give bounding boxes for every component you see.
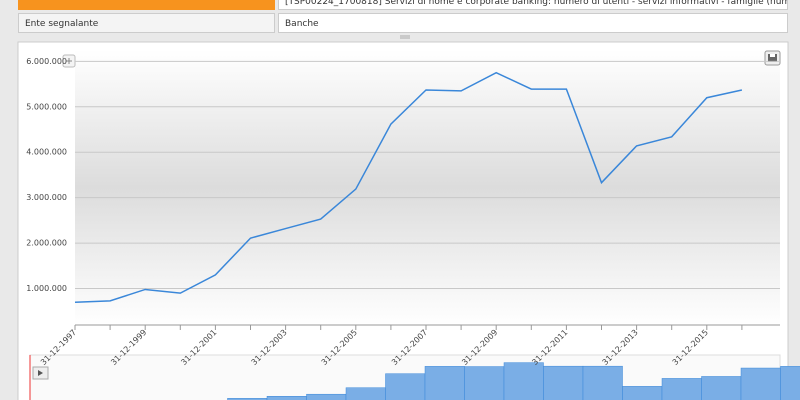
y-tick-label: 2.000.000 <box>26 239 67 248</box>
navigator-bar <box>503 362 544 400</box>
indicator-label <box>18 0 275 10</box>
navigator-bar <box>543 365 584 400</box>
navigator-bar <box>227 398 268 400</box>
navigator-bar <box>464 366 505 400</box>
navigator-bar <box>622 386 663 400</box>
resize-handle[interactable] <box>400 35 410 39</box>
save-button[interactable] <box>764 50 781 66</box>
y-tick-label: 3.000.000 <box>26 193 67 202</box>
navigator-bar <box>661 378 702 400</box>
play-button[interactable] <box>32 366 49 380</box>
navigator-bar <box>345 387 386 400</box>
reporter-label: Ente segnalante <box>18 13 275 33</box>
y-tick-label: 6.000.000 <box>26 57 67 66</box>
navigator-bar <box>780 366 800 400</box>
navigator-bar <box>266 396 307 400</box>
navigator-bar <box>306 393 347 400</box>
indicator-value: [TSP00224_1700818] Servizi di home e cor… <box>278 0 788 10</box>
y-tick-label: 5.000.000 <box>26 102 67 111</box>
navigator-bar <box>424 366 465 400</box>
y-tick-label: 1.000.000 <box>26 284 67 293</box>
plot-area <box>75 50 780 325</box>
navigator-bar <box>582 365 623 400</box>
navigator-bar <box>385 373 426 400</box>
y-tick-label: 4.000.000 <box>26 148 67 157</box>
navigator-bar <box>740 367 781 400</box>
reporter-value: Banche <box>278 13 788 33</box>
data-line <box>74 71 743 303</box>
navigator-bar <box>701 376 742 400</box>
